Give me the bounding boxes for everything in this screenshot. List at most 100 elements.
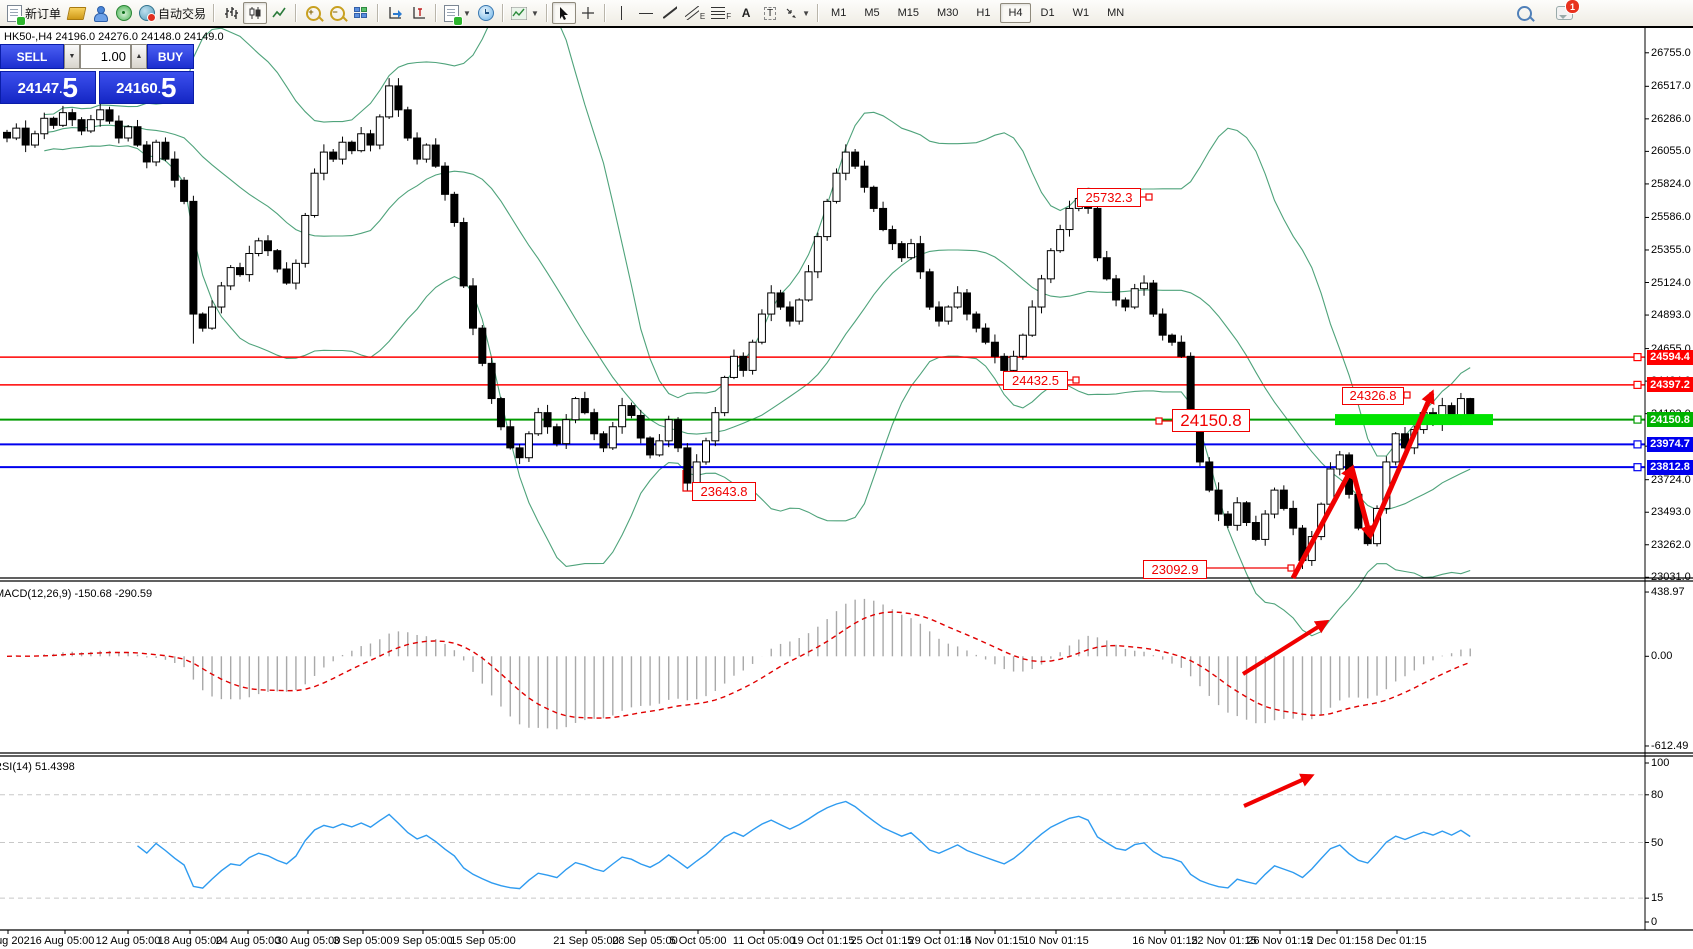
candle (534, 412, 543, 435)
chevron-down-icon: ▼ (530, 8, 539, 18)
horizontal-line-tool[interactable] (634, 2, 658, 24)
buy-button[interactable]: BUY (147, 44, 194, 69)
sell-price-dot: . (59, 84, 63, 96)
notification-badge: 1 (1565, 0, 1580, 14)
timeframe-m5[interactable]: M5 (864, 7, 880, 19)
templates-button[interactable]: ▼ (508, 2, 542, 24)
candle (590, 412, 599, 435)
candle (552, 426, 561, 445)
timeframe-m30[interactable]: M30 (937, 7, 959, 19)
timeframe-w1[interactable]: W1 (1072, 7, 1090, 19)
macd-arrow[interactable] (1241, 619, 1330, 676)
new-chart-button[interactable]: ▼ (441, 2, 474, 25)
community-button[interactable] (88, 2, 112, 24)
zoom-in-button[interactable]: + (301, 2, 325, 24)
auto-scroll-icon (388, 7, 402, 19)
fibonacci-tool[interactable]: F (708, 2, 734, 24)
candle (944, 306, 953, 322)
tile-windows-icon (354, 7, 368, 19)
candle (319, 151, 328, 174)
chevron-down-icon: ▼ (802, 8, 811, 18)
period-button[interactable] (474, 2, 498, 24)
tile-windows-button[interactable] (349, 2, 373, 24)
candle (962, 292, 971, 315)
timeframe-m15[interactable]: M15 (897, 7, 919, 19)
candle (217, 285, 226, 308)
crosshair-tool-button[interactable] (576, 2, 600, 24)
candle (450, 193, 459, 224)
candlestick-chart-button[interactable] (243, 2, 268, 24)
candle (1223, 513, 1232, 526)
candle (291, 262, 300, 284)
candle (1028, 306, 1037, 336)
autotrading-button[interactable]: 自动交易 (136, 2, 209, 24)
text-label-tool[interactable]: T (758, 2, 782, 24)
sell-button[interactable]: SELL (0, 44, 64, 69)
candle (459, 222, 468, 287)
channel-tool[interactable]: E (682, 2, 708, 24)
new-order-button[interactable]: 新订单 (4, 2, 64, 25)
zoom-out-button[interactable]: − (325, 2, 349, 24)
toolbar-separator (213, 4, 216, 22)
toolbar-separator (295, 4, 298, 22)
trendline-tool[interactable] (658, 2, 682, 24)
candle (711, 412, 720, 442)
arrows-tool[interactable]: ▼ (782, 2, 813, 24)
candle (869, 186, 878, 209)
volume-input[interactable]: 1.00 (80, 44, 131, 69)
timeframe-h1[interactable]: H1 (976, 7, 991, 19)
fibonacci-icon (711, 7, 726, 19)
volume-decrease-button[interactable]: ▼ (64, 44, 80, 69)
candle (394, 85, 403, 111)
trend-arrows[interactable] (1241, 389, 1435, 808)
support-highlight-bar[interactable] (1335, 414, 1493, 426)
candle (813, 236, 822, 273)
candle (469, 285, 477, 329)
rsi-arrow[interactable] (1243, 773, 1315, 808)
candle (981, 327, 990, 343)
trend-arrow (1290, 464, 1355, 580)
chart-shift-button[interactable] (407, 2, 431, 24)
templates-icon (510, 6, 527, 20)
candle (1149, 282, 1158, 315)
cursor-tool-button[interactable] (551, 2, 576, 24)
one-click-trading-panel: SELL ▼ 1.00 ▲ BUY 24147 . 5 24160 . 5 (0, 44, 194, 104)
candle (804, 271, 813, 301)
timeframe-h4[interactable]: H4 (1000, 3, 1031, 23)
autotrading-icon (139, 5, 157, 22)
candle (543, 412, 552, 428)
candle (208, 306, 217, 329)
candle (1112, 278, 1121, 301)
candle (478, 327, 487, 364)
candle (403, 109, 412, 139)
bar-chart-button[interactable] (219, 2, 243, 24)
chart-shift-icon (412, 7, 425, 19)
metaeditor-button[interactable] (64, 2, 88, 24)
candle (1065, 207, 1074, 231)
search-button[interactable] (1512, 2, 1536, 24)
candle (180, 179, 189, 202)
line-chart-button[interactable] (267, 2, 291, 24)
rsi-indicator-label: RSI(14) 51.4398 (0, 761, 75, 773)
buy-price-button[interactable]: 24160 . 5 (98, 71, 194, 104)
candle (1251, 522, 1260, 540)
candle (30, 133, 39, 146)
timeframe-d1[interactable]: D1 (1040, 7, 1055, 19)
timeframe-mn[interactable]: MN (1107, 7, 1125, 19)
volume-increase-button[interactable]: ▲ (131, 44, 147, 69)
signals-button[interactable] (112, 2, 136, 24)
candle (990, 341, 999, 357)
candle (1140, 282, 1149, 290)
sell-price-button[interactable]: 24147 . 5 (0, 71, 96, 104)
auto-scroll-button[interactable] (383, 2, 407, 24)
timeframe-m1[interactable]: M1 (831, 7, 847, 19)
candle (282, 268, 291, 284)
text-tool[interactable]: A (734, 2, 758, 24)
chart-window-top-border (0, 26, 1693, 28)
rsi-line (137, 800, 1471, 890)
notifications-button[interactable]: 1 (1552, 0, 1580, 24)
candle (12, 127, 21, 139)
vertical-line-tool[interactable] (610, 2, 634, 24)
